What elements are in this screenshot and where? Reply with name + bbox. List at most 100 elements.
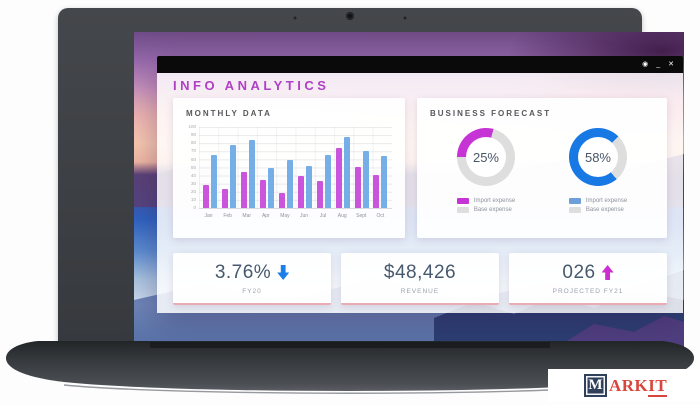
stat-label: FY20 xyxy=(242,287,262,295)
bar-magenta xyxy=(297,176,304,208)
donut-center: 25% xyxy=(465,137,506,177)
stat-label: REVENUE xyxy=(400,287,440,295)
legend-item: Import expense xyxy=(568,198,628,204)
x-tick-label: Jan xyxy=(204,213,213,219)
stat-card-fy20: 3.76% FY20 xyxy=(173,253,331,305)
stat-value: $48,426 xyxy=(383,261,457,283)
donut-column: 25% Import expense xyxy=(456,128,516,213)
monthly-data-panel: MONTHLY DATA 100 90 80 70 60 50 40 30 20 10 0 Jan F… xyxy=(173,98,405,238)
bar-magenta xyxy=(203,184,210,208)
monthly-data-heading: MONTHLY DATA xyxy=(186,109,272,118)
window-gear-icon[interactable]: ◉ xyxy=(642,61,649,68)
legend-label: Import expense xyxy=(585,198,628,204)
y-tick-label: 60 xyxy=(190,156,196,162)
donut-column: 58% Import expense xyxy=(568,128,628,213)
stat-value: 026 xyxy=(562,261,596,283)
bar-magenta xyxy=(260,179,267,208)
bar-group xyxy=(203,127,218,208)
x-tick-label: Oct xyxy=(376,213,385,219)
legend-item: Base expense xyxy=(456,207,515,213)
business-forecast-panel: BUSINESS FORECAST 25% xyxy=(417,98,667,238)
legend-label: Base expense xyxy=(585,207,624,213)
bar-magenta xyxy=(373,174,380,208)
bar-group xyxy=(373,127,388,208)
bar-blue xyxy=(211,154,218,208)
y-tick-label: 90 xyxy=(190,132,196,138)
x-tick-label: Feb xyxy=(223,213,232,219)
donut-chart: 58% xyxy=(568,128,627,186)
y-axis-labels: 100 90 80 70 60 50 40 30 20 10 0 xyxy=(186,124,199,211)
analytics-window: ◉ _ ✕ INFO ANALYTICS MONTHLY DATA 100 90 8… xyxy=(157,56,683,313)
y-tick-label: 50 xyxy=(190,164,196,170)
bar-group xyxy=(297,127,312,208)
y-tick-label: 80 xyxy=(190,140,196,146)
bar-blue xyxy=(268,167,275,208)
markit-logo: M ARKIT xyxy=(548,369,700,402)
window-close-icon[interactable]: ✕ xyxy=(668,61,674,68)
donut-percent: 25% xyxy=(472,149,499,165)
legend-swatch-import xyxy=(568,198,581,204)
y-tick-label: 70 xyxy=(190,148,196,154)
legend-swatch-import xyxy=(456,198,469,204)
bar-group xyxy=(354,127,369,208)
y-tick-label: 40 xyxy=(190,172,196,178)
x-tick-label: Mar xyxy=(242,213,252,219)
bar-plot xyxy=(199,127,392,209)
markit-logo-ark: ARK xyxy=(609,375,649,395)
bar-blue xyxy=(287,160,293,208)
bar-blue xyxy=(230,144,237,208)
bar-magenta xyxy=(335,148,342,208)
laptop-lid: ◉ _ ✕ INFO ANALYTICS MONTHLY DATA 100 90 8… xyxy=(58,8,684,349)
markit-logo-text: ARKIT xyxy=(609,375,668,397)
legend-label: Import expense xyxy=(473,198,516,204)
y-tick-label: 30 xyxy=(190,180,196,186)
arrow-up-icon xyxy=(601,265,614,280)
stat-value: 3.76% xyxy=(214,261,272,283)
bar-group xyxy=(316,127,331,208)
stat-card-revenue: $48,426 REVENUE xyxy=(341,253,499,305)
window-body: INFO ANALYTICS MONTHLY DATA 100 90 80 70 60 5… xyxy=(157,73,683,313)
window-minimize-icon[interactable]: _ xyxy=(656,61,661,68)
donut-percent: 58% xyxy=(584,149,611,165)
bar-group xyxy=(222,127,237,208)
app-title-row: INFO ANALYTICS xyxy=(173,73,667,98)
legend-swatch-base xyxy=(456,207,469,213)
bar-magenta xyxy=(241,171,248,208)
donut-legend: Import expense Base expense xyxy=(456,195,516,213)
window-titlebar: ◉ _ ✕ xyxy=(157,56,683,73)
bar-magenta xyxy=(354,166,361,208)
bar-magenta xyxy=(222,188,229,208)
legend-swatch-base xyxy=(568,207,581,213)
bar-group xyxy=(279,127,293,208)
bar-blue xyxy=(305,165,312,208)
markit-logo-m-icon: M xyxy=(584,374,607,397)
bar-group xyxy=(260,127,275,208)
donut-legend: Import expense Base expense xyxy=(568,195,628,213)
x-axis-labels: Jan Feb Mar Apr May Jun Jul Aug Sept Oct xyxy=(186,211,392,219)
bar-blue xyxy=(249,139,256,208)
page-title: INFO ANALYTICS xyxy=(173,78,330,93)
y-tick-label: 10 xyxy=(190,197,196,203)
x-tick-label: Apr xyxy=(261,213,270,219)
arrow-down-icon xyxy=(277,265,290,280)
donut-center: 58% xyxy=(577,137,618,177)
business-forecast-heading: BUSINESS FORECAST xyxy=(430,109,552,118)
bar-blue xyxy=(381,156,388,208)
bar-blue xyxy=(362,150,369,208)
y-tick-label: 100 xyxy=(188,124,196,129)
legend-item: Base expense xyxy=(568,207,627,213)
legend-label: Base expense xyxy=(473,207,512,213)
x-tick-label: Jul xyxy=(319,213,327,219)
x-tick-label: Sept xyxy=(356,213,367,219)
webcam-icon xyxy=(346,12,354,20)
markit-logo-it: IT xyxy=(648,375,668,397)
laptop-screen: ◉ _ ✕ INFO ANALYTICS MONTHLY DATA 100 90 8… xyxy=(134,32,684,349)
legend-item: Import expense xyxy=(456,198,516,204)
bar-group xyxy=(335,127,350,208)
bar-chart: 100 90 80 70 60 50 40 30 20 10 0 xyxy=(186,124,392,211)
y-tick-label: 0 xyxy=(193,205,196,211)
stat-label: PROJECTED FY21 xyxy=(552,287,624,295)
donut-chart: 25% xyxy=(456,128,515,186)
x-tick-label: Jun xyxy=(299,213,309,219)
